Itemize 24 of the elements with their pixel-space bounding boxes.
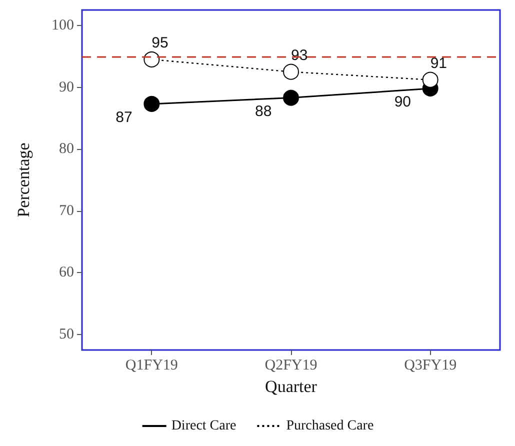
legend-label: Direct Care	[171, 418, 236, 434]
y-tick-label: 50	[59, 326, 74, 343]
y-tick-label: 90	[59, 79, 74, 96]
x-tick-label: Q1FY19	[125, 358, 178, 374]
y-tick-label: 100	[52, 17, 74, 34]
point	[283, 64, 299, 80]
point	[144, 96, 160, 112]
data-label: 90	[394, 94, 412, 111]
data-label: 87	[116, 108, 132, 126]
point	[283, 90, 299, 106]
legend-label: Purchased Care	[286, 418, 374, 434]
x-tick-label: Q2FY19	[264, 358, 318, 374]
data-label: 91	[430, 54, 448, 72]
y-tick-label: 80	[59, 141, 74, 158]
data-label: 88	[255, 102, 272, 120]
y-axis-title: Percentage	[14, 142, 33, 218]
data-label: 95	[152, 34, 168, 52]
point	[422, 72, 438, 88]
data-label: 93	[291, 46, 308, 64]
x-axis-title: Quarter	[265, 377, 318, 396]
y-tick-label: 60	[59, 264, 74, 281]
x-tick-label: Q3FY19	[404, 358, 457, 374]
point	[144, 51, 160, 68]
y-tick-label: 70	[59, 202, 74, 219]
